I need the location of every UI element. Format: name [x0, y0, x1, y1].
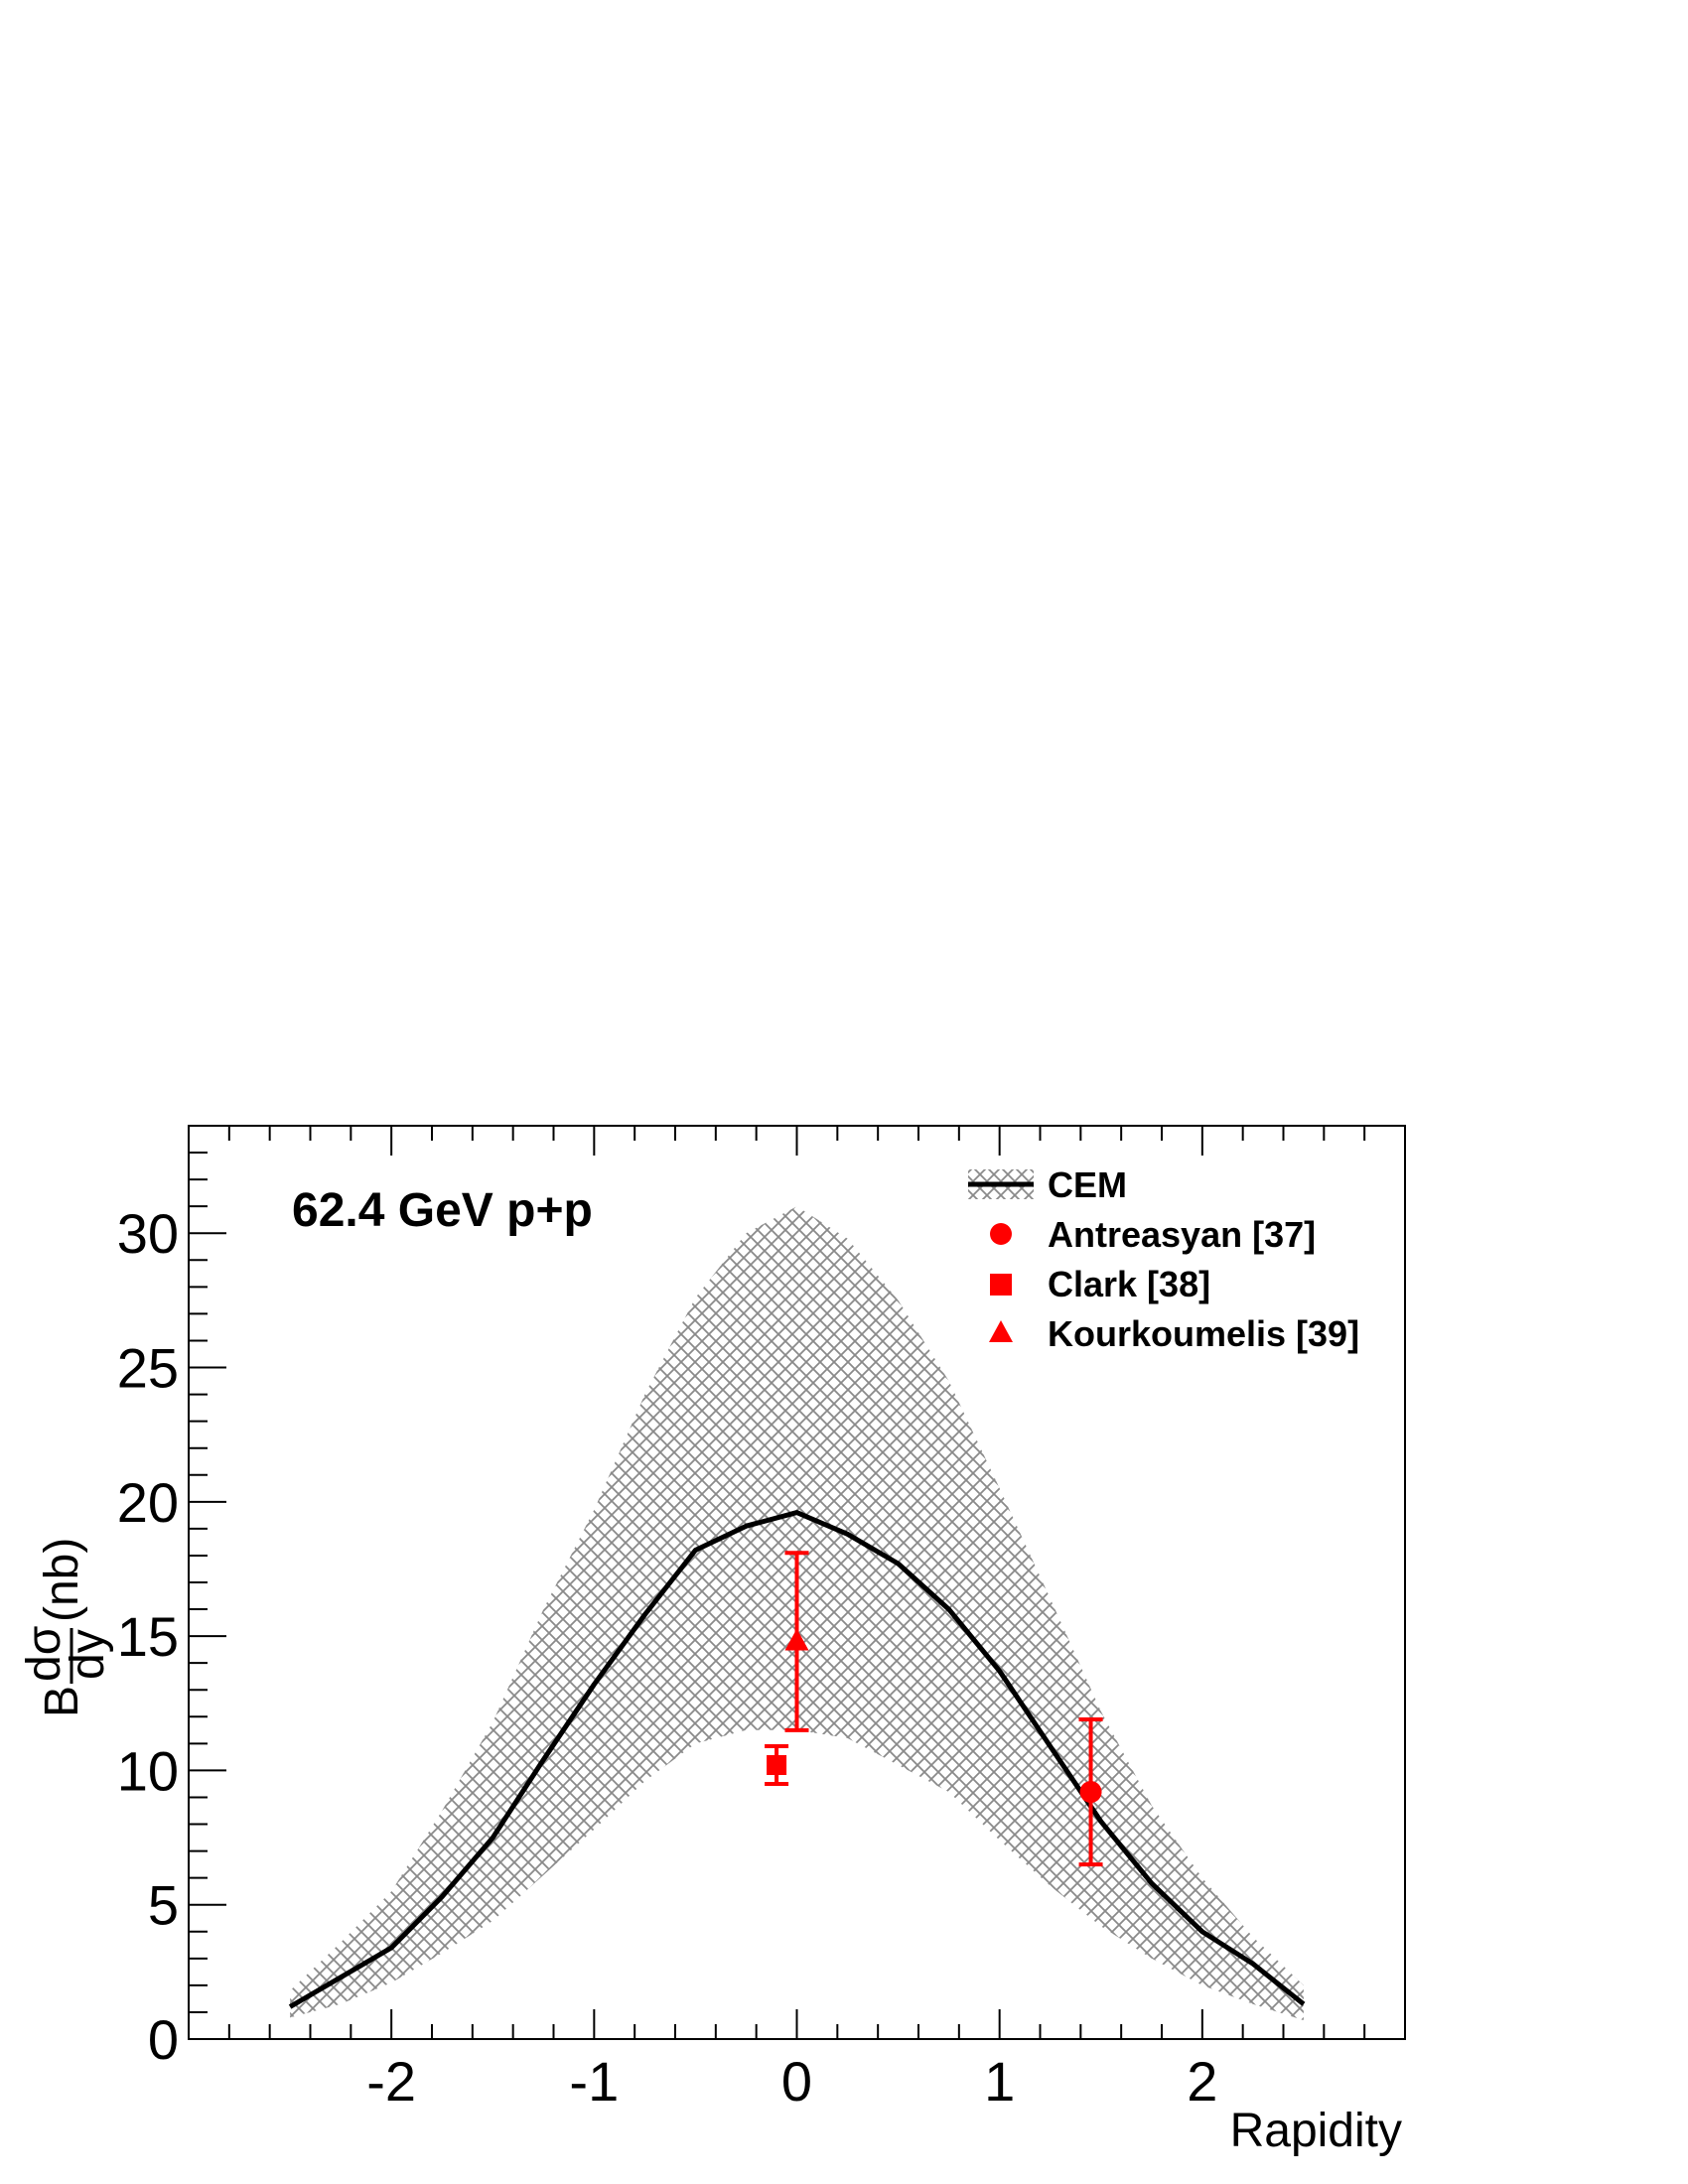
legend-label-cem: CEM — [1048, 1164, 1127, 1205]
data-points-layer — [765, 1551, 1103, 1867]
data-point-kourkoumelis — [784, 1628, 809, 1651]
legend-triangle-marker — [989, 1320, 1013, 1342]
x-tick-label: 0 — [781, 2050, 812, 2113]
y-axis-title-numerator: dσ — [18, 1626, 70, 1682]
x-tick-label: -1 — [569, 2050, 619, 2113]
x-tick-label: 2 — [1187, 2050, 1217, 2113]
y-tick-label: 25 — [117, 1337, 179, 1400]
cem-line — [288, 1510, 1306, 2009]
cem-line-layer — [288, 1510, 1306, 2009]
y-axis-title-denominator: dy — [62, 1629, 114, 1680]
x-tick-label: 1 — [984, 2050, 1015, 2113]
legend-label-kourkoumelis: Kourkoumelis [39] — [1048, 1313, 1359, 1354]
y-axis-title: B dσ dy (nb) — [18, 1538, 114, 1717]
x-axis-title: Rapidity — [1230, 2105, 1402, 2157]
axes-layer — [188, 1125, 1406, 2040]
y-tick-label: 10 — [117, 1739, 179, 1802]
y-tick-label: 15 — [117, 1605, 179, 1668]
y-tick-label: 0 — [148, 2008, 179, 2071]
data-point-antreasyan — [1079, 1781, 1102, 1804]
y-tick-label: 5 — [148, 1874, 179, 1937]
legend-circle-marker — [990, 1223, 1012, 1245]
data-point-clark — [767, 1755, 787, 1775]
y-tick-label: 20 — [117, 1471, 179, 1534]
y-axis-title-prefix: B — [36, 1686, 88, 1717]
legend: CEM Antreasyan [37] Clark [38] Kourkoume… — [968, 1164, 1359, 1354]
legend-square-marker — [990, 1274, 1012, 1296]
legend-label-clark: Clark [38] — [1048, 1264, 1210, 1304]
y-tick-label: 30 — [117, 1202, 179, 1265]
annotation-text: 62.4 GeV p+p — [292, 1184, 593, 1237]
y-axis-title-unit: (nb) — [36, 1538, 88, 1622]
legend-label-antreasyan: Antreasyan [37] — [1048, 1214, 1316, 1255]
x-tick-label: -2 — [366, 2050, 416, 2113]
